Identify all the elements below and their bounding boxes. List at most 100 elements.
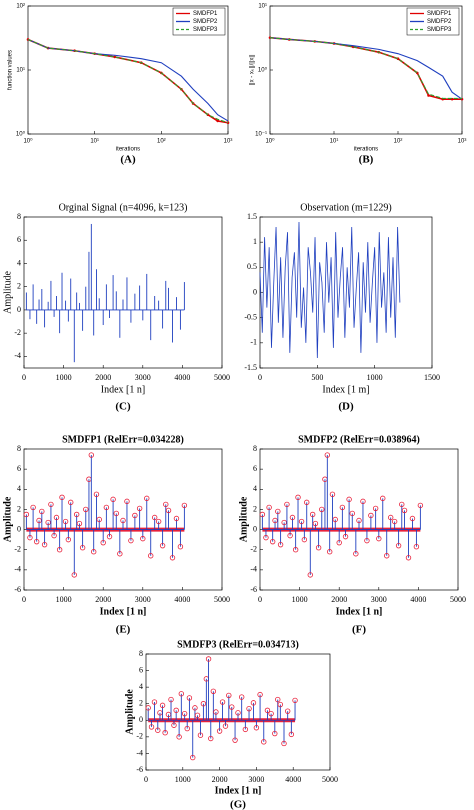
stem-marker xyxy=(208,735,214,742)
stem-marker xyxy=(148,553,154,559)
stem-marker xyxy=(268,710,274,717)
y-axis-label: Amplitude xyxy=(238,496,249,542)
stem-marker xyxy=(401,507,408,514)
x-tick-label: 4000 xyxy=(174,595,190,604)
stem-marker xyxy=(242,726,249,733)
stem-marker xyxy=(309,511,316,518)
stem-marker xyxy=(329,491,336,498)
stem-marker xyxy=(173,515,180,522)
stem-marker xyxy=(151,699,158,705)
stem-marker xyxy=(159,542,166,549)
stem-marker xyxy=(289,514,296,521)
stem-marker xyxy=(219,699,226,705)
series-marker xyxy=(216,119,219,123)
stem-marker xyxy=(117,551,123,557)
stem-marker xyxy=(136,505,143,512)
x-tick-label: 10⁰ xyxy=(265,138,275,145)
x-tick-label: 5000 xyxy=(214,373,230,382)
stem-marker xyxy=(197,732,204,738)
stem-marker xyxy=(275,508,281,515)
stem-marker xyxy=(124,498,130,505)
y-axis-label: function values xyxy=(8,50,14,90)
y-tick-label: -6 xyxy=(136,765,143,774)
stem-marker xyxy=(128,537,134,544)
y-tick-label: 10⁰ xyxy=(16,131,26,138)
y-axis-label: Amplitude xyxy=(2,496,13,542)
stem-marker xyxy=(162,730,168,736)
x-tick-label: 1000 xyxy=(175,775,191,784)
y-tick-label: 8 xyxy=(17,212,21,221)
stem-marker xyxy=(229,704,235,710)
chart-title: SMDFP2 (RelErr=0.038964) xyxy=(298,434,420,445)
panel-caption: (C) xyxy=(115,401,131,413)
stem-marker xyxy=(272,730,278,737)
y-tick-label: -6 xyxy=(14,585,21,594)
y-tick-label: 4 xyxy=(17,484,21,493)
stem-marker xyxy=(216,728,223,734)
y-tick-label: 8 xyxy=(17,444,21,453)
stem-marker xyxy=(284,501,290,508)
stem-marker xyxy=(45,519,51,526)
legend-label: SMDFP3 xyxy=(427,27,452,33)
y-tick-label: 4 xyxy=(253,484,257,493)
stem-marker xyxy=(36,517,42,524)
stem-marker xyxy=(298,518,305,525)
stem-marker xyxy=(93,491,100,498)
x-tick-label: 3000 xyxy=(371,595,387,604)
stem-marker xyxy=(165,507,172,514)
stem-marker xyxy=(287,532,293,539)
stem-marker xyxy=(384,553,390,559)
x-tick-label: 4000 xyxy=(410,595,426,604)
stem-marker xyxy=(190,754,196,761)
legend-label: SMDFP3 xyxy=(193,27,218,33)
stem-marker xyxy=(295,494,301,501)
x-axis-label: Index [1 n] xyxy=(101,384,145,395)
stem-marker xyxy=(332,516,338,523)
y-tick-label: 2 xyxy=(17,282,21,291)
stem-marker xyxy=(30,504,36,511)
y-tick-label: 2 xyxy=(17,504,21,513)
stem-marker xyxy=(173,707,179,714)
stem-marker xyxy=(259,511,266,518)
x-tick-label: 1000 xyxy=(56,595,72,604)
stem-marker xyxy=(151,514,158,521)
plot-frame xyxy=(145,653,331,771)
stem-marker xyxy=(62,518,69,525)
stem-marker xyxy=(88,452,95,458)
stem-marker xyxy=(275,696,281,703)
y-tick-label: -1.5 xyxy=(244,363,257,372)
stem-marker xyxy=(181,710,188,717)
x-tick-label: 4000 xyxy=(174,373,190,382)
stem-marker xyxy=(284,708,291,714)
stem-marker xyxy=(110,496,116,503)
stem-marker xyxy=(163,501,169,508)
stem-marker xyxy=(171,722,177,728)
x-axis-label: Index [1 m] xyxy=(322,384,369,395)
stem-marker xyxy=(100,539,106,546)
stem-marker xyxy=(292,697,298,704)
stem-marker xyxy=(376,535,382,542)
x-tick-label: 1000 xyxy=(367,373,383,382)
legend-label: SMDFP2 xyxy=(427,19,452,25)
chart-title: Observation (m=1229) xyxy=(300,202,391,213)
stem-marker xyxy=(315,545,322,551)
stem-marker xyxy=(181,502,188,509)
stem-marker xyxy=(238,694,245,700)
x-tick-label: 4000 xyxy=(285,775,301,784)
stem-marker xyxy=(324,452,331,458)
x-tick-label: 0 xyxy=(258,595,262,604)
stem-marker xyxy=(232,737,238,743)
x-tick-label: 0 xyxy=(258,373,262,382)
stem-marker xyxy=(145,705,151,711)
panel-caption: (E) xyxy=(116,624,131,636)
y-tick-label: 6 xyxy=(253,464,257,473)
stem-marker xyxy=(106,533,113,540)
stem-marker xyxy=(79,545,86,551)
x-tick-label: 10³ xyxy=(224,139,233,145)
x-axis-label: Index [1 n] xyxy=(336,606,383,617)
stem-marker xyxy=(264,707,271,714)
stem-marker xyxy=(266,504,272,511)
series-line xyxy=(269,37,462,99)
series-line xyxy=(269,37,463,100)
